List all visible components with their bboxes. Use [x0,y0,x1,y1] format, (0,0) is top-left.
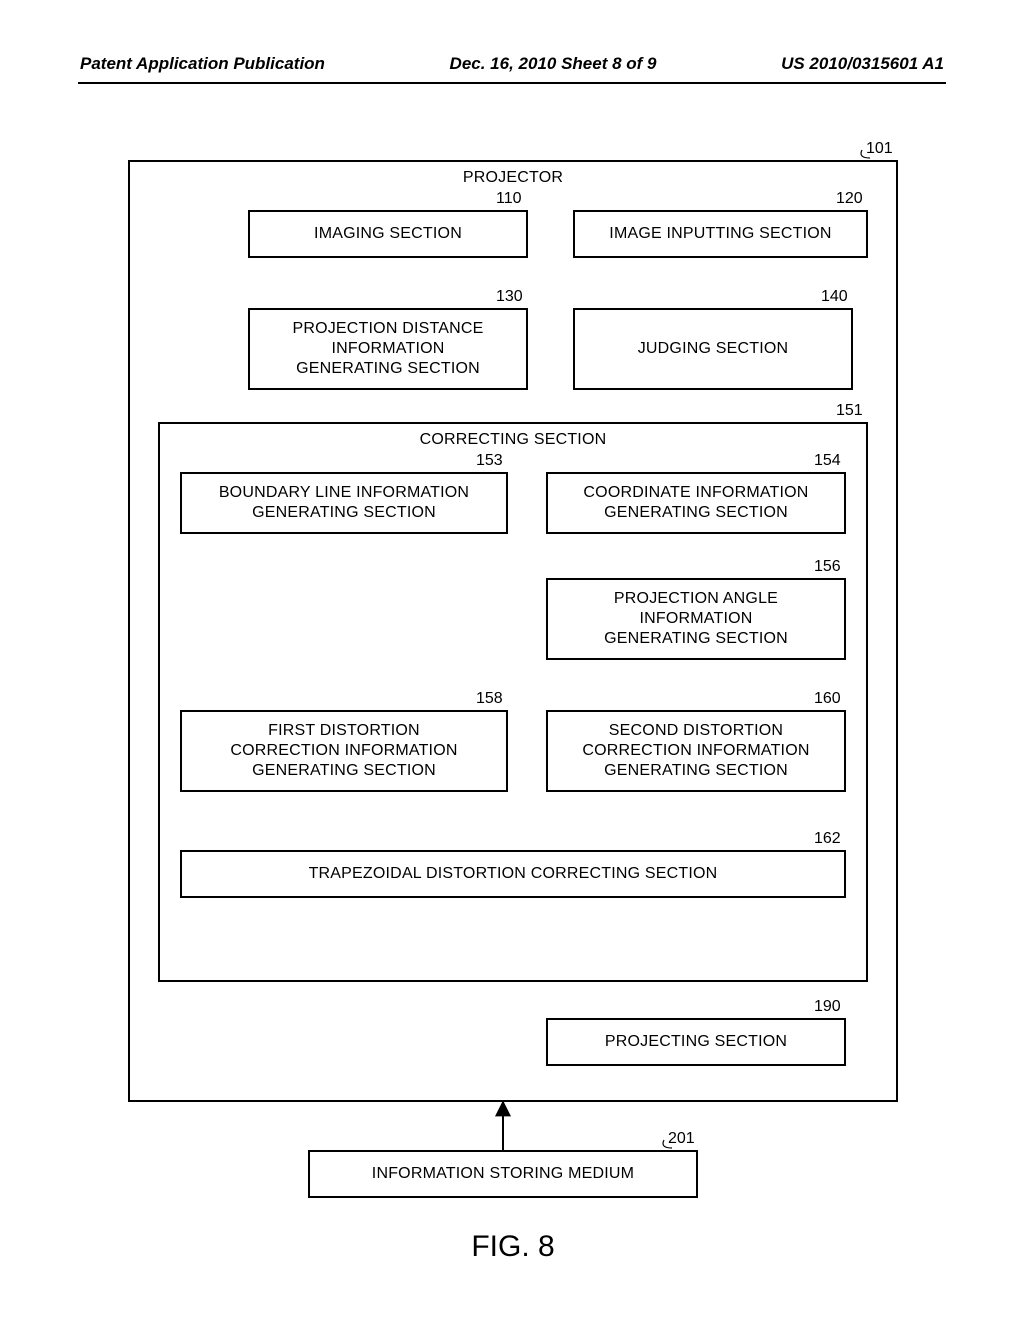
projecting-label: PROJECTING SECTION [605,1032,787,1052]
ref-140: 140 [821,288,848,306]
first-dist-label: FIRST DISTORTION CORRECTION INFORMATION … [230,721,457,781]
proj-angle-label: PROJECTION ANGLE INFORMATION GENERATING … [604,589,788,649]
trapezoidal-section: TRAPEZOIDAL DISTORTION CORRECTING SECTIO… [180,850,846,898]
patent-header: Patent Application Publication Dec. 16, … [80,54,944,74]
coord-label: COORDINATE INFORMATION GENERATING SECTIO… [583,483,808,523]
ref-153: 153 [476,452,503,470]
image-inputting-section: IMAGE INPUTTING SECTION [573,210,868,258]
second-dist-label: SECOND DISTORTION CORRECTION INFORMATION… [582,721,809,781]
coordinate-info-section: COORDINATE INFORMATION GENERATING SECTIO… [546,472,846,534]
information-storing-medium: INFORMATION STORING MEDIUM [308,1150,698,1198]
image-input-label: IMAGE INPUTTING SECTION [609,224,831,244]
correcting-title: CORRECTING SECTION [160,430,866,450]
ref-154: 154 [814,452,841,470]
header-center: Dec. 16, 2010 Sheet 8 of 9 [450,54,657,74]
storing-label: INFORMATION STORING MEDIUM [372,1164,634,1184]
header-left: Patent Application Publication [80,54,325,74]
ref-110: 110 [496,190,522,208]
proj-dist-label: PROJECTION DISTANCE INFORMATION GENERATI… [292,319,483,379]
ref-101: 101 [866,140,893,158]
ref-190: 190 [814,998,841,1016]
projection-distance-section: PROJECTION DISTANCE INFORMATION GENERATI… [248,308,528,390]
ref-158: 158 [476,690,503,708]
header-rule [78,82,946,84]
ref-156: 156 [814,558,841,576]
imaging-section: IMAGING SECTION [248,210,528,258]
block-diagram: PROJECTOR 101 IMAGING SECTION 110 IMAGE … [128,150,898,1200]
ref-130: 130 [496,288,523,306]
trapezoidal-label: TRAPEZOIDAL DISTORTION CORRECTING SECTIO… [309,864,718,884]
projection-angle-section: PROJECTION ANGLE INFORMATION GENERATING … [546,578,846,660]
projector-title: PROJECTOR [130,168,896,188]
ref-160: 160 [814,690,841,708]
second-distortion-section: SECOND DISTORTION CORRECTION INFORMATION… [546,710,846,792]
figure-caption: FIG. 8 [471,1230,554,1264]
imaging-label: IMAGING SECTION [314,224,462,244]
judging-label: JUDGING SECTION [638,339,789,359]
header-right: US 2010/0315601 A1 [781,54,944,74]
page: Patent Application Publication Dec. 16, … [0,0,1024,1320]
judging-section: JUDGING SECTION [573,308,853,390]
ref-201: 201 [668,1130,695,1148]
first-distortion-section: FIRST DISTORTION CORRECTION INFORMATION … [180,710,508,792]
boundary-label: BOUNDARY LINE INFORMATION GENERATING SEC… [219,483,469,523]
ref-120: 120 [836,190,863,208]
ref-162: 162 [814,830,841,848]
projecting-section: PROJECTING SECTION [546,1018,846,1066]
ref-151: 151 [836,402,863,420]
boundary-line-section: BOUNDARY LINE INFORMATION GENERATING SEC… [180,472,508,534]
